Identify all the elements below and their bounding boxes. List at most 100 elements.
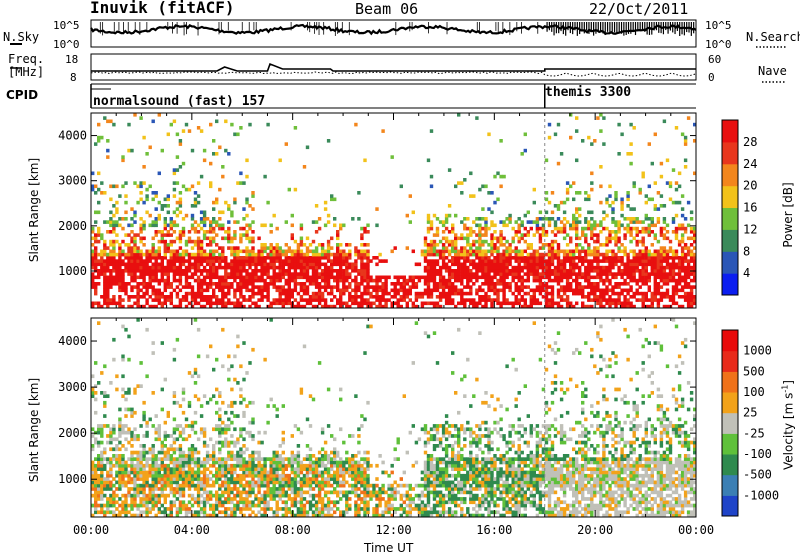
echo-cell: [221, 474, 224, 478]
echo-cell: [357, 269, 360, 273]
echo-cell: [381, 282, 384, 286]
echo-cell: [690, 243, 693, 247]
echo-cell: [191, 467, 194, 471]
echo-cell: [251, 302, 254, 306]
echo-cell: [433, 250, 436, 254]
echo-cell: [270, 224, 273, 228]
echo-cell: [394, 276, 397, 280]
echo-cell: [194, 204, 197, 208]
echo-cell: [436, 253, 439, 257]
echo-cell: [133, 481, 136, 485]
echo-cell: [427, 302, 430, 306]
echo-cell: [167, 464, 170, 468]
echo-cell: [590, 142, 593, 146]
echo-cell: [496, 172, 499, 176]
echo-cell: [457, 272, 460, 276]
echo-cell: [639, 269, 642, 273]
echo-cell: [112, 230, 115, 234]
echo-cell: [230, 269, 233, 273]
echo-cell: [602, 217, 605, 221]
echo-cell: [578, 266, 581, 270]
echo-cell: [454, 272, 457, 276]
echo-cell: [557, 266, 560, 270]
echo-cell: [109, 272, 112, 276]
echo-cell: [221, 256, 224, 260]
echo-cell: [681, 269, 684, 273]
echo-cell: [451, 289, 454, 293]
echo-cell: [224, 487, 227, 491]
echo-cell: [660, 298, 663, 302]
echo-cell: [327, 256, 330, 260]
echo-cell: [602, 142, 605, 146]
echo-cell: [136, 246, 139, 250]
echo-cell: [109, 500, 112, 504]
echo-cell: [363, 298, 366, 302]
echo-cell: [345, 289, 348, 293]
echo-cell: [257, 259, 260, 263]
echo-cell: [173, 348, 176, 352]
echo-cell: [560, 220, 563, 224]
echo-cell: [327, 266, 330, 270]
echo-cell: [103, 272, 106, 276]
echo-cell: [572, 259, 575, 263]
echo-cell: [427, 243, 430, 247]
echo-cell: [611, 292, 614, 296]
echo-cell: [527, 292, 530, 296]
echo-cell: [599, 272, 602, 276]
echo-cell: [94, 191, 97, 195]
echo-cell: [614, 298, 617, 302]
echo-cell: [315, 259, 318, 263]
echo-cell: [566, 298, 569, 302]
echo-cell: [158, 266, 161, 270]
echo-cell: [170, 302, 173, 306]
echo-cell: [345, 263, 348, 267]
echo-cell: [629, 142, 632, 146]
echo-cell: [91, 237, 94, 241]
echo-cell: [357, 272, 360, 276]
echo-cell: [336, 282, 339, 286]
echo-cell: [142, 243, 145, 247]
echo-cell: [433, 272, 436, 276]
echo-cell: [315, 292, 318, 296]
echo-cell: [442, 220, 445, 224]
echo-cell: [505, 276, 508, 280]
echo-cell: [139, 230, 142, 234]
echo-cell: [312, 253, 315, 257]
echo-cell: [321, 269, 324, 273]
echo-cell: [209, 162, 212, 166]
echo-cell: [236, 253, 239, 257]
echo-cell: [130, 471, 133, 475]
echo-cell: [242, 471, 245, 475]
echo-cell: [521, 220, 524, 224]
echo-cell: [599, 253, 602, 257]
echo-cell: [642, 172, 645, 176]
echo-cell: [200, 292, 203, 296]
echo-cell: [581, 292, 584, 296]
echo-cell: [636, 269, 639, 273]
echo-cell: [448, 204, 451, 208]
echo-cell: [608, 194, 611, 198]
echo-cell: [212, 139, 215, 143]
echo-cell: [248, 123, 251, 127]
echo-cell: [224, 477, 227, 481]
echo-cell: [115, 253, 118, 257]
echo-cell: [206, 285, 209, 289]
echo-cell: [182, 272, 185, 276]
echo-cell: [103, 243, 106, 247]
echo-cell: [133, 451, 136, 455]
echo-cell: [197, 477, 200, 481]
echo-cell: [623, 302, 626, 306]
echo-cell: [218, 467, 221, 471]
echo-cell: [248, 237, 251, 241]
echo-cell: [242, 341, 245, 345]
echo-cell: [605, 266, 608, 270]
echo-cell: [224, 467, 227, 471]
echo-cell: [118, 295, 121, 299]
echo-cell: [605, 292, 608, 296]
echo-cell: [155, 191, 158, 195]
echo-cell: [384, 298, 387, 302]
echo-cell: [330, 259, 333, 263]
echo-cell: [209, 269, 212, 273]
echo-cell: [94, 266, 97, 270]
echo-cell: [303, 266, 306, 270]
